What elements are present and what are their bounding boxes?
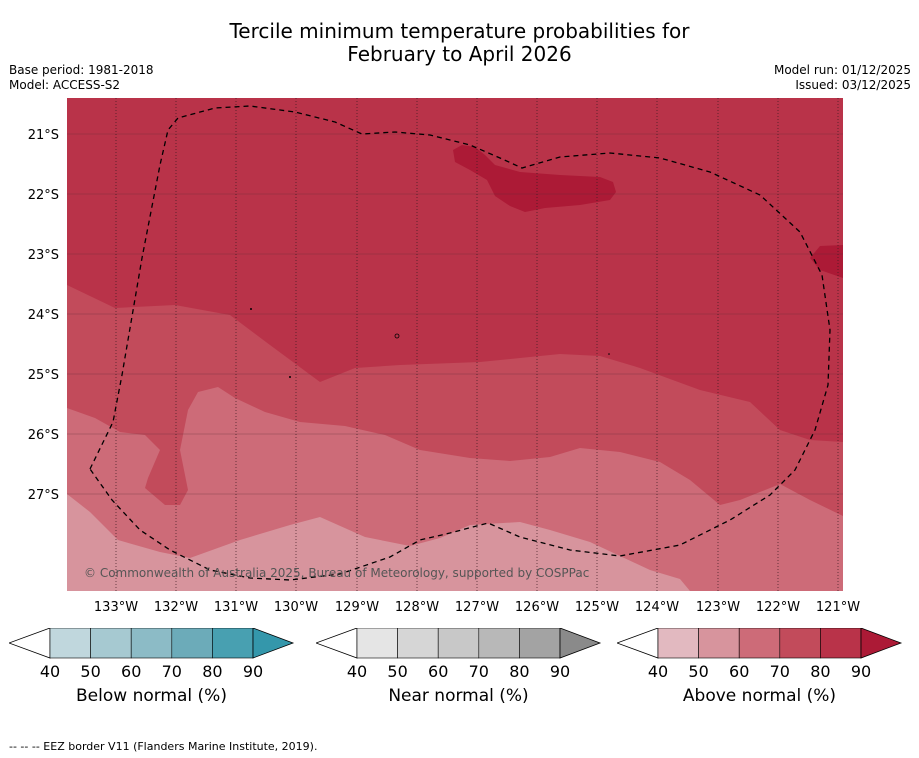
colorbar-swatch [657,628,699,659]
probability-map: © Commonwealth of Australia 2025, Bureau… [28,98,860,615]
lon-label: 130°W [274,600,318,615]
colorbar-swatch [698,628,740,659]
colorbar-tick: 60 [729,662,749,681]
meta-left: Base period: 1981-2018 Model: ACCESS-S2 [9,63,154,93]
longitude-labels: 133°W 132°W 131°W 130°W 129°W 128°W 127°W 126°W… [94,600,860,615]
lon-label: 127°W [455,600,499,615]
colorbar-tick: 70 [162,662,182,681]
lon-label: 133°W [94,600,138,615]
colorbar: 40 50 60 70 80 90 [617,628,903,681]
colorbar-tick: 40 [40,662,60,681]
colorbar-tick: 60 [121,662,141,681]
eez-footnote: -- -- -- EEZ border V11 (Flanders Marine… [9,740,318,753]
colorbar-tick: 90 [550,662,570,681]
colorbar-swatch [437,628,480,659]
colorbar-tick: 60 [428,662,448,681]
lon-label: 122°W [756,600,800,615]
copyright-notice: © Commonwealth of Australia 2025, Bureau… [84,566,589,580]
lat-label: 25°S [28,368,59,383]
colorbar-tick: 80 [509,662,529,681]
colorbar-swatch [478,628,520,659]
lat-label: 27°S [28,488,59,503]
lon-label: 124°W [635,600,679,615]
latitude-labels: 21°S 22°S 23°S 24°S 25°S 26°S 27°S [28,128,59,503]
island-marker [394,333,400,339]
lat-label: 23°S [28,248,59,263]
title-line-2: February to April 2026 [347,42,572,66]
lon-label: 125°W [575,600,619,615]
island-marker [250,308,252,310]
colorbar-swatch [519,628,561,659]
map-gridlines [67,98,843,591]
meta-right: Model run: 01/12/2025 Issued: 03/12/2025 [774,63,911,93]
colorbar-tick: 90 [243,662,263,681]
model-run: Model run: 01/12/2025 [773,63,911,77]
field-90-north [453,145,616,212]
map-fields [67,98,843,591]
colorbar-swatch [212,628,254,659]
colorbar-extend-low [9,628,51,659]
island-markers [250,308,610,378]
lat-label: 26°S [28,428,59,443]
colorbar-tick: 50 [80,662,100,681]
lon-label: 126°W [515,600,559,615]
colorbar: 40 50 60 70 80 90 [316,628,602,681]
colorbar-swatch [820,628,862,659]
colorbar: 40 50 60 70 80 90 [9,628,295,681]
lon-label: 123°W [696,600,740,615]
colorbar-swatch [356,628,398,659]
colorbar-tick: 90 [851,662,871,681]
colorbar-extend-high [252,628,295,659]
base-period: Base period: 1981-2018 [9,63,154,77]
colorbar-extend-low [617,628,659,659]
island-marker [289,376,291,378]
lon-label: 121°W [816,600,860,615]
lon-label: 132°W [154,600,198,615]
map-title: Tercile minimum temperature probabilitie… [0,20,919,66]
colorbar-swatch [397,628,439,659]
lon-label: 128°W [395,600,439,615]
colorbar-tick: 50 [688,662,708,681]
colorbar-swatch [130,628,173,659]
colorbar-swatch [738,628,781,659]
eez-border [89,105,831,581]
lat-label: 22°S [28,188,59,203]
colorbar-extend-low [316,628,358,659]
colorbar-swatch [90,628,132,659]
island-marker [608,353,610,355]
issued-date: Issued: 03/12/2025 [795,78,911,92]
model-name: Model: ACCESS-S2 [9,78,121,92]
lon-label: 131°W [214,600,258,615]
colorbar-title: Below normal (%) [76,686,227,706]
colorbar-tick: 50 [387,662,407,681]
colorbar-swatch [171,628,213,659]
colorbar-swatch [49,628,91,659]
lat-label: 21°S [28,128,59,143]
colorbar-tick: 80 [810,662,830,681]
colorbar-extend-high [559,628,602,659]
lat-label: 24°S [28,308,59,323]
field-50 [67,494,690,591]
lon-label: 129°W [335,600,379,615]
colorbar-title: Above normal (%) [682,686,837,706]
colorbar-tick: 40 [347,662,367,681]
colorbar-extend-high [860,628,903,659]
colorbar-tick: 80 [202,662,222,681]
colorbar-tick: 40 [648,662,668,681]
colorbar-title: Near normal (%) [388,686,529,706]
colorbar-swatch [779,628,821,659]
title-line-1: Tercile minimum temperature probabilitie… [229,19,690,43]
colorbar-tick: 70 [469,662,489,681]
colorbar-tick: 70 [770,662,790,681]
field-90-east [810,245,843,278]
